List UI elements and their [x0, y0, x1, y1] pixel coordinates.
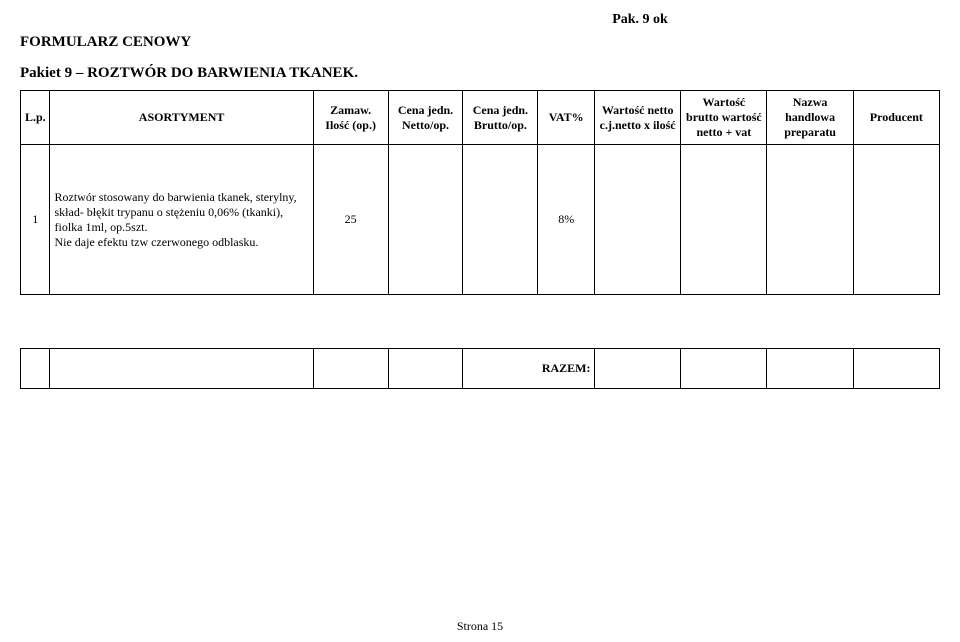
table-row: 1 Roztwór stosowany do barwienia tkanek,…	[21, 145, 940, 295]
form-title: FORMULARZ CENOWY	[20, 34, 940, 51]
cell-nazwa	[767, 145, 853, 295]
razem-empty-lp	[21, 349, 50, 389]
cell-vat: 8%	[538, 145, 595, 295]
razem-wnetto	[595, 349, 681, 389]
th-zamaw: Zamaw. Ilość (op.)	[313, 91, 388, 145]
razem-empty-netto	[388, 349, 463, 389]
cell-zamaw: 25	[313, 145, 388, 295]
table-total-row: RAZEM:	[21, 349, 940, 389]
cell-netto	[388, 145, 463, 295]
razem-label: RAZEM:	[538, 349, 595, 389]
cell-lp: 1	[21, 145, 50, 295]
price-table: L.p. ASORTYMENT Zamaw. Ilość (op.) Cena …	[20, 90, 940, 389]
package-title: Pakiet 9 – ROZTWÓR DO BARWIENIA TKANEK.	[20, 65, 940, 82]
th-brutto: Cena jedn. Brutto/op.	[463, 91, 538, 145]
razem-prod	[853, 349, 939, 389]
th-nazwa: Nazwa handlowa preparatu	[767, 91, 853, 145]
cell-brutto	[463, 145, 538, 295]
page-footer: Strona 15	[0, 619, 960, 634]
header-note: Pak. 9 ok	[20, 12, 940, 28]
th-asort: ASORTYMENT	[50, 91, 313, 145]
table-header-row: L.p. ASORTYMENT Zamaw. Ilość (op.) Cena …	[21, 91, 940, 145]
cell-wbrutto	[681, 145, 767, 295]
cell-wnetto	[595, 145, 681, 295]
th-wbrutto: Wartość brutto wartość netto + vat	[681, 91, 767, 145]
spacer-cell	[21, 295, 940, 349]
th-prod: Producent	[853, 91, 939, 145]
cell-asort-text: Roztwór stosowany do barwienia tkanek, s…	[54, 190, 308, 250]
razem-empty-brutto	[463, 349, 538, 389]
th-wnetto: Wartość netto c.j.netto x ilość	[595, 91, 681, 145]
razem-empty-zamaw	[313, 349, 388, 389]
razem-nazwa	[767, 349, 853, 389]
table-spacer-row	[21, 295, 940, 349]
razem-wbrutto	[681, 349, 767, 389]
cell-prod	[853, 145, 939, 295]
th-netto: Cena jedn. Netto/op.	[388, 91, 463, 145]
razem-empty-asort	[50, 349, 313, 389]
th-vat: VAT%	[538, 91, 595, 145]
cell-asort: Roztwór stosowany do barwienia tkanek, s…	[50, 145, 313, 295]
th-lp: L.p.	[21, 91, 50, 145]
